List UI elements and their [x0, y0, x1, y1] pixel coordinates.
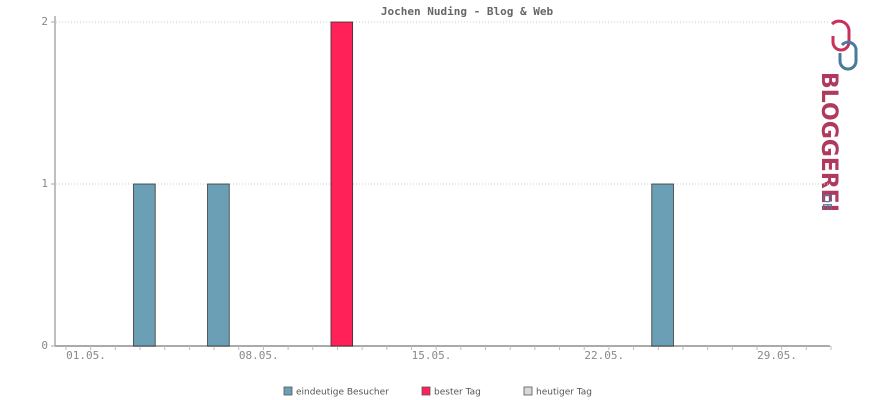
logo: BLOGGEREI .DE	[816, 19, 858, 212]
legend-swatch	[283, 386, 293, 396]
legend-label: bester Tag	[434, 388, 481, 398]
x-tick-label: 01.05.	[66, 349, 106, 362]
bar	[330, 21, 354, 347]
bar	[207, 183, 230, 347]
legend-label: eindeutige Besucher	[296, 388, 389, 398]
x-tick-label: 08.05.	[239, 349, 279, 362]
y-tick-label: 0	[41, 339, 48, 352]
y-tick-label: 1	[41, 177, 48, 190]
logo-icon	[830, 19, 851, 52]
logo-suffix: .DE	[820, 190, 834, 211]
bar	[133, 183, 156, 347]
y-tick-label: 2	[41, 15, 48, 28]
x-tick-label: 22.05.	[584, 349, 624, 362]
legend-label: heutiger Tag	[536, 388, 592, 398]
legend-swatch	[421, 386, 431, 396]
logo-icon	[838, 40, 858, 71]
logo-text: BLOGGEREI	[816, 72, 841, 212]
legend-swatch	[523, 386, 533, 396]
bar	[651, 183, 674, 347]
chart-title: Jochen Nuding - Blog & Web	[381, 5, 554, 18]
x-tick-label: 29.05.	[757, 349, 797, 362]
x-tick-label: 15.05.	[412, 349, 452, 362]
